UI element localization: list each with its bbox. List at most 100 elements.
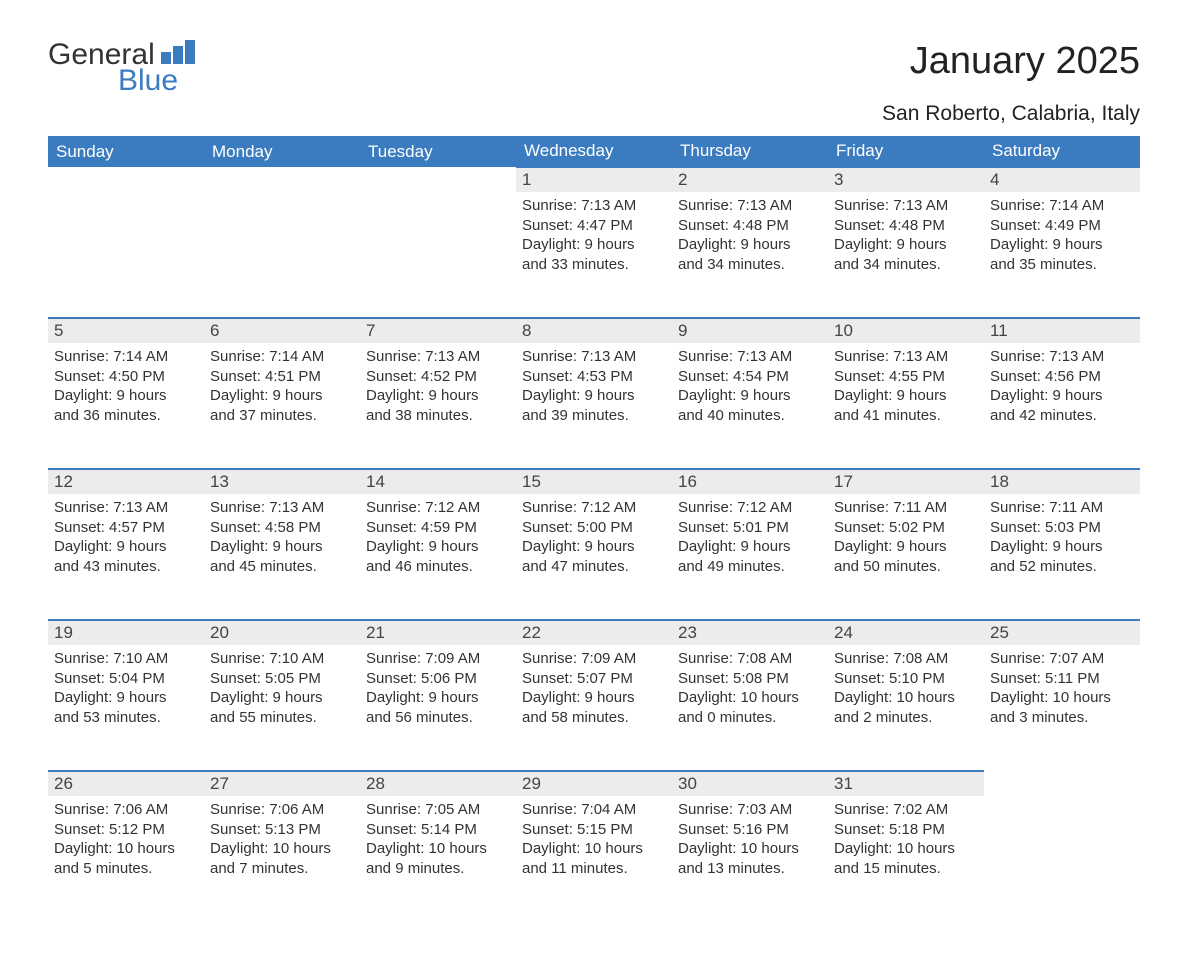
day-sunset: Sunset: 5:06 PM	[366, 669, 510, 689]
day-cell: Sunrise: 7:12 AMSunset: 5:01 PMDaylight:…	[672, 494, 828, 620]
empty-cell	[360, 167, 516, 192]
day-sunrise: Sunrise: 7:10 AM	[54, 649, 198, 669]
daynum-row: 19202122232425	[48, 620, 1140, 645]
weekday-header: Wednesday	[516, 136, 672, 167]
day-number: 16	[672, 469, 828, 494]
day-d2: and 36 minutes.	[54, 406, 198, 426]
day-number: 31	[828, 771, 984, 796]
day-d1: Daylight: 9 hours	[678, 537, 822, 557]
day-sunset: Sunset: 4:50 PM	[54, 367, 198, 387]
day-d2: and 9 minutes.	[366, 859, 510, 879]
day-number: 25	[984, 620, 1140, 645]
day-sunset: Sunset: 4:51 PM	[210, 367, 354, 387]
day-sunset: Sunset: 5:10 PM	[834, 669, 978, 689]
day-d1: Daylight: 9 hours	[210, 386, 354, 406]
weekday-header: Monday	[204, 136, 360, 167]
weekday-header: Saturday	[984, 136, 1140, 167]
day-sunset: Sunset: 5:04 PM	[54, 669, 198, 689]
day-d2: and 47 minutes.	[522, 557, 666, 577]
day-number: 21	[360, 620, 516, 645]
day-d2: and 52 minutes.	[990, 557, 1134, 577]
day-cell: Sunrise: 7:11 AMSunset: 5:02 PMDaylight:…	[828, 494, 984, 620]
day-d2: and 11 minutes.	[522, 859, 666, 879]
day-number: 1	[516, 167, 672, 192]
day-sunrise: Sunrise: 7:06 AM	[210, 800, 354, 820]
content-row: Sunrise: 7:06 AMSunset: 5:12 PMDaylight:…	[48, 796, 1140, 922]
day-d1: Daylight: 10 hours	[990, 688, 1134, 708]
weekday-header: Friday	[828, 136, 984, 167]
day-d2: and 41 minutes.	[834, 406, 978, 426]
day-sunset: Sunset: 5:05 PM	[210, 669, 354, 689]
day-sunrise: Sunrise: 7:13 AM	[522, 196, 666, 216]
day-d2: and 0 minutes.	[678, 708, 822, 728]
day-number: 12	[48, 469, 204, 494]
daynum-row: 262728293031	[48, 771, 1140, 796]
day-sunrise: Sunrise: 7:13 AM	[54, 498, 198, 518]
day-d2: and 33 minutes.	[522, 255, 666, 275]
day-sunset: Sunset: 5:18 PM	[834, 820, 978, 840]
content-row: Sunrise: 7:10 AMSunset: 5:04 PMDaylight:…	[48, 645, 1140, 771]
header: General Blue January 2025	[48, 40, 1140, 96]
day-cell: Sunrise: 7:13 AMSunset: 4:56 PMDaylight:…	[984, 343, 1140, 469]
empty-cell	[48, 192, 204, 318]
day-d2: and 3 minutes.	[990, 708, 1134, 728]
day-sunset: Sunset: 5:00 PM	[522, 518, 666, 538]
day-sunrise: Sunrise: 7:04 AM	[522, 800, 666, 820]
day-d1: Daylight: 9 hours	[678, 235, 822, 255]
day-d1: Daylight: 10 hours	[366, 839, 510, 859]
day-cell: Sunrise: 7:07 AMSunset: 5:11 PMDaylight:…	[984, 645, 1140, 771]
day-d2: and 7 minutes.	[210, 859, 354, 879]
day-d2: and 39 minutes.	[522, 406, 666, 426]
day-sunrise: Sunrise: 7:03 AM	[678, 800, 822, 820]
day-d1: Daylight: 10 hours	[834, 688, 978, 708]
empty-cell	[360, 192, 516, 318]
day-cell: Sunrise: 7:13 AMSunset: 4:53 PMDaylight:…	[516, 343, 672, 469]
day-d2: and 15 minutes.	[834, 859, 978, 879]
daynum-row: 12131415161718	[48, 469, 1140, 494]
day-d1: Daylight: 9 hours	[54, 537, 198, 557]
day-d1: Daylight: 10 hours	[678, 688, 822, 708]
day-number: 3	[828, 167, 984, 192]
day-number: 10	[828, 318, 984, 343]
day-cell: Sunrise: 7:12 AMSunset: 4:59 PMDaylight:…	[360, 494, 516, 620]
day-d1: Daylight: 9 hours	[990, 386, 1134, 406]
day-cell: Sunrise: 7:13 AMSunset: 4:52 PMDaylight:…	[360, 343, 516, 469]
day-cell: Sunrise: 7:13 AMSunset: 4:48 PMDaylight:…	[672, 192, 828, 318]
day-number: 26	[48, 771, 204, 796]
weekday-header: Tuesday	[360, 136, 516, 167]
day-number: 19	[48, 620, 204, 645]
day-sunrise: Sunrise: 7:05 AM	[366, 800, 510, 820]
day-sunrise: Sunrise: 7:14 AM	[990, 196, 1134, 216]
day-d1: Daylight: 9 hours	[522, 386, 666, 406]
day-sunset: Sunset: 5:07 PM	[522, 669, 666, 689]
day-cell: Sunrise: 7:04 AMSunset: 5:15 PMDaylight:…	[516, 796, 672, 922]
day-sunset: Sunset: 4:48 PM	[678, 216, 822, 236]
day-d2: and 50 minutes.	[834, 557, 978, 577]
day-d1: Daylight: 9 hours	[990, 235, 1134, 255]
day-sunrise: Sunrise: 7:11 AM	[990, 498, 1134, 518]
weekday-header: Thursday	[672, 136, 828, 167]
day-sunrise: Sunrise: 7:10 AM	[210, 649, 354, 669]
day-d1: Daylight: 9 hours	[990, 537, 1134, 557]
day-d1: Daylight: 10 hours	[522, 839, 666, 859]
page-title: January 2025	[910, 40, 1140, 83]
day-number: 18	[984, 469, 1140, 494]
day-d1: Daylight: 10 hours	[834, 839, 978, 859]
day-number: 5	[48, 318, 204, 343]
day-d1: Daylight: 9 hours	[210, 688, 354, 708]
day-number: 7	[360, 318, 516, 343]
day-number: 17	[828, 469, 984, 494]
day-d2: and 5 minutes.	[54, 859, 198, 879]
logo-bars-icon	[161, 40, 195, 64]
day-cell: Sunrise: 7:06 AMSunset: 5:12 PMDaylight:…	[48, 796, 204, 922]
day-d2: and 55 minutes.	[210, 708, 354, 728]
day-sunrise: Sunrise: 7:13 AM	[678, 347, 822, 367]
day-cell: Sunrise: 7:02 AMSunset: 5:18 PMDaylight:…	[828, 796, 984, 922]
day-number: 30	[672, 771, 828, 796]
day-d1: Daylight: 9 hours	[54, 386, 198, 406]
day-d2: and 40 minutes.	[678, 406, 822, 426]
day-sunset: Sunset: 5:03 PM	[990, 518, 1134, 538]
day-sunrise: Sunrise: 7:07 AM	[990, 649, 1134, 669]
day-sunrise: Sunrise: 7:13 AM	[522, 347, 666, 367]
day-d2: and 13 minutes.	[678, 859, 822, 879]
